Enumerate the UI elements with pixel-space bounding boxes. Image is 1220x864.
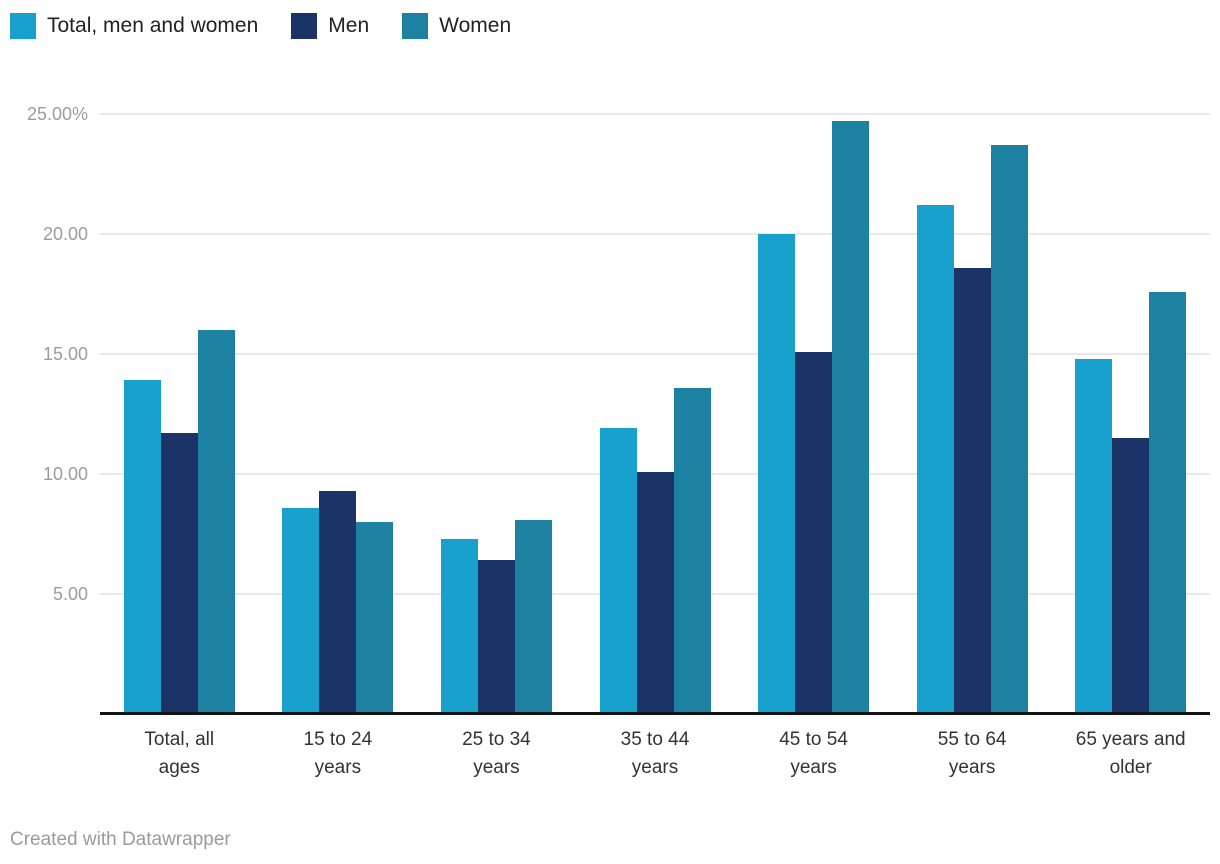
plot-area <box>100 90 1210 714</box>
bar-group <box>758 90 870 714</box>
bar <box>599 428 637 714</box>
bar <box>758 234 796 714</box>
bar <box>1149 291 1187 714</box>
bar <box>319 490 357 714</box>
x-axis-category-label: 55 to 64 years <box>937 729 1007 778</box>
bar <box>160 433 198 714</box>
x-axis-category-label: 45 to 54 years <box>779 729 848 778</box>
x-axis-category-label: 35 to 44 years <box>620 729 690 778</box>
legend-item-men: Men <box>291 13 369 39</box>
x-axis-category-label: 25 to 34 years <box>462 729 531 778</box>
bar <box>832 121 870 714</box>
legend-item-total: Total, men and women <box>10 13 258 39</box>
x-axis-category-label: 15 to 24 years <box>303 729 373 778</box>
legend-swatch-women <box>402 13 429 39</box>
bar-group <box>599 90 711 714</box>
bar <box>197 330 235 714</box>
y-axis-tick-label: 15.00 <box>42 344 88 364</box>
legend-item-women: Women <box>402 13 511 39</box>
bar <box>356 522 394 714</box>
y-axis-tick-label: 20.00 <box>42 224 88 244</box>
bar-group <box>1075 90 1187 714</box>
gridline <box>100 233 1210 235</box>
datawrapper-credit-link[interactable]: Created with Datawrapper <box>10 829 231 850</box>
x-axis-baseline <box>100 712 1210 715</box>
bar-group <box>282 90 394 714</box>
y-axis-tick-label: 10.00 <box>42 464 88 484</box>
x-axis-category-label: 65 years and older <box>1075 729 1186 778</box>
bar <box>440 538 478 714</box>
legend-swatch-men <box>291 13 318 39</box>
legend-swatch-total <box>10 13 36 39</box>
bar <box>477 560 515 714</box>
bar-group <box>123 90 235 714</box>
y-axis-tick-label: 5.00 <box>52 584 88 604</box>
legend-label-men: Men <box>328 14 370 37</box>
gridline <box>100 353 1210 355</box>
bar <box>1075 358 1113 714</box>
y-axis-tick-label: 25.00% <box>26 104 88 124</box>
bar <box>123 380 161 714</box>
x-axis-category-label: Total, all ages <box>144 729 215 778</box>
chart-legend: Total, men and women Men Women <box>10 13 544 39</box>
legend-label-total: Total, men and women <box>47 14 259 37</box>
bar-group <box>440 90 552 714</box>
bar <box>953 267 991 714</box>
gridline <box>100 113 1210 115</box>
bar <box>514 519 552 714</box>
bar <box>916 205 954 714</box>
bar <box>1112 438 1150 714</box>
legend-label-women: Women <box>439 14 512 37</box>
bar <box>282 507 320 714</box>
bar-group <box>916 90 1028 714</box>
bar <box>990 145 1028 714</box>
bar <box>795 351 833 714</box>
bar <box>673 387 711 714</box>
bar <box>636 471 674 714</box>
